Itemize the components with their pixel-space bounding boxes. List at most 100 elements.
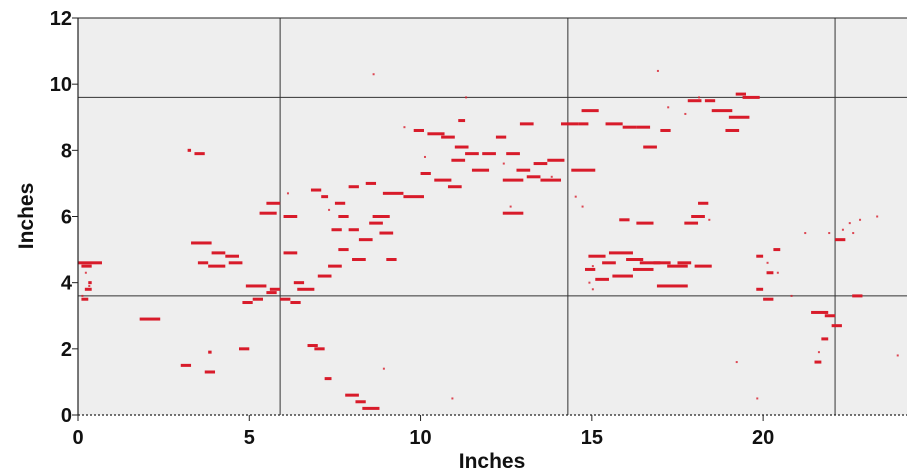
x-tick-label: 20	[752, 427, 774, 449]
data-segment	[677, 261, 692, 265]
data-speck	[286, 192, 289, 195]
data-speck	[502, 162, 505, 165]
data-speck	[588, 281, 591, 284]
data-segment	[605, 122, 623, 126]
data-speck	[382, 367, 385, 370]
data-segment	[831, 324, 842, 328]
data-speck	[841, 228, 844, 231]
y-axis-ticks: 0 2 4 6 8 10 12	[50, 8, 78, 427]
data-segment	[447, 185, 462, 189]
data-speck	[656, 69, 659, 72]
data-segment	[307, 344, 318, 348]
data-segment	[372, 215, 390, 218]
data-segment	[225, 254, 240, 258]
data-segment	[379, 231, 394, 235]
data-segment	[602, 261, 616, 265]
data-speck	[328, 208, 331, 211]
data-speck	[735, 361, 738, 364]
x-tick-label: 10	[409, 427, 431, 449]
data-segment	[228, 261, 243, 265]
y-tick-label: 4	[61, 273, 73, 295]
data-segment	[365, 181, 377, 185]
data-segment	[653, 261, 671, 265]
data-marks	[78, 69, 899, 410]
data-speck	[88, 284, 91, 287]
data-segment	[451, 158, 466, 162]
data-segment	[180, 363, 192, 367]
data-segment	[824, 314, 836, 318]
data-segment	[204, 370, 216, 374]
data-segment	[81, 297, 89, 301]
data-segment	[314, 347, 325, 351]
data-speck	[817, 351, 820, 354]
data-segment	[266, 291, 277, 295]
data-segment	[578, 122, 589, 126]
data-segment	[821, 337, 829, 341]
data-speck	[451, 397, 454, 400]
data-segment	[691, 215, 705, 218]
data-segment	[328, 264, 342, 268]
data-segment	[208, 350, 212, 354]
data-segment	[584, 267, 596, 271]
data-segment	[458, 119, 466, 123]
gridlines	[78, 18, 907, 415]
data-segment	[588, 254, 606, 258]
data-segment	[725, 128, 740, 132]
data-speck	[550, 175, 553, 178]
data-speck	[766, 261, 769, 264]
data-segment	[338, 215, 349, 218]
data-segment	[811, 310, 829, 314]
data-segment	[293, 281, 305, 285]
data-segment	[197, 261, 209, 265]
data-segment	[632, 267, 654, 271]
data-segment	[369, 221, 383, 225]
data-segment	[283, 215, 298, 218]
data-speck	[591, 265, 594, 268]
y-tick-label: 0	[61, 405, 72, 427]
data-speck	[876, 215, 879, 218]
data-speck	[852, 232, 855, 235]
data-segment	[465, 152, 479, 156]
data-speck	[81, 294, 84, 297]
data-segment	[269, 287, 281, 291]
data-segment	[612, 274, 633, 278]
data-speck	[756, 397, 759, 400]
data-speck	[698, 96, 701, 99]
data-segment	[403, 195, 424, 199]
y-tick-label: 8	[61, 140, 72, 162]
data-segment	[194, 152, 205, 156]
data-segment	[139, 317, 161, 321]
data-segment	[84, 287, 92, 291]
data-segment	[324, 377, 332, 381]
data-segment	[81, 264, 92, 268]
y-tick-label: 2	[61, 339, 72, 361]
data-segment	[317, 274, 332, 278]
data-segment	[502, 178, 524, 182]
data-segment	[348, 228, 359, 232]
data-speck	[859, 218, 862, 221]
data-speck	[465, 96, 468, 99]
data-segment	[187, 148, 192, 152]
data-segment	[88, 281, 92, 285]
y-tick-label: 12	[50, 8, 72, 30]
data-segment	[245, 284, 267, 288]
data-segment	[636, 221, 654, 225]
data-segment	[239, 347, 250, 351]
data-speck	[574, 195, 577, 198]
data-segment	[581, 109, 599, 113]
y-axis-title: Inches	[15, 183, 38, 250]
data-segment	[208, 264, 226, 268]
data-segment	[78, 261, 102, 265]
data-segment	[362, 406, 380, 410]
data-segment	[259, 211, 277, 215]
data-segment	[495, 135, 507, 139]
data-segment	[622, 125, 637, 129]
x-axis-title: Inches	[459, 450, 526, 472]
data-speck	[828, 232, 831, 235]
data-segment	[735, 92, 746, 96]
data-speck	[790, 294, 793, 297]
x-tick-label: 5	[244, 427, 255, 449]
data-segment	[506, 152, 520, 156]
data-speck	[804, 232, 807, 235]
data-speck	[776, 271, 779, 274]
